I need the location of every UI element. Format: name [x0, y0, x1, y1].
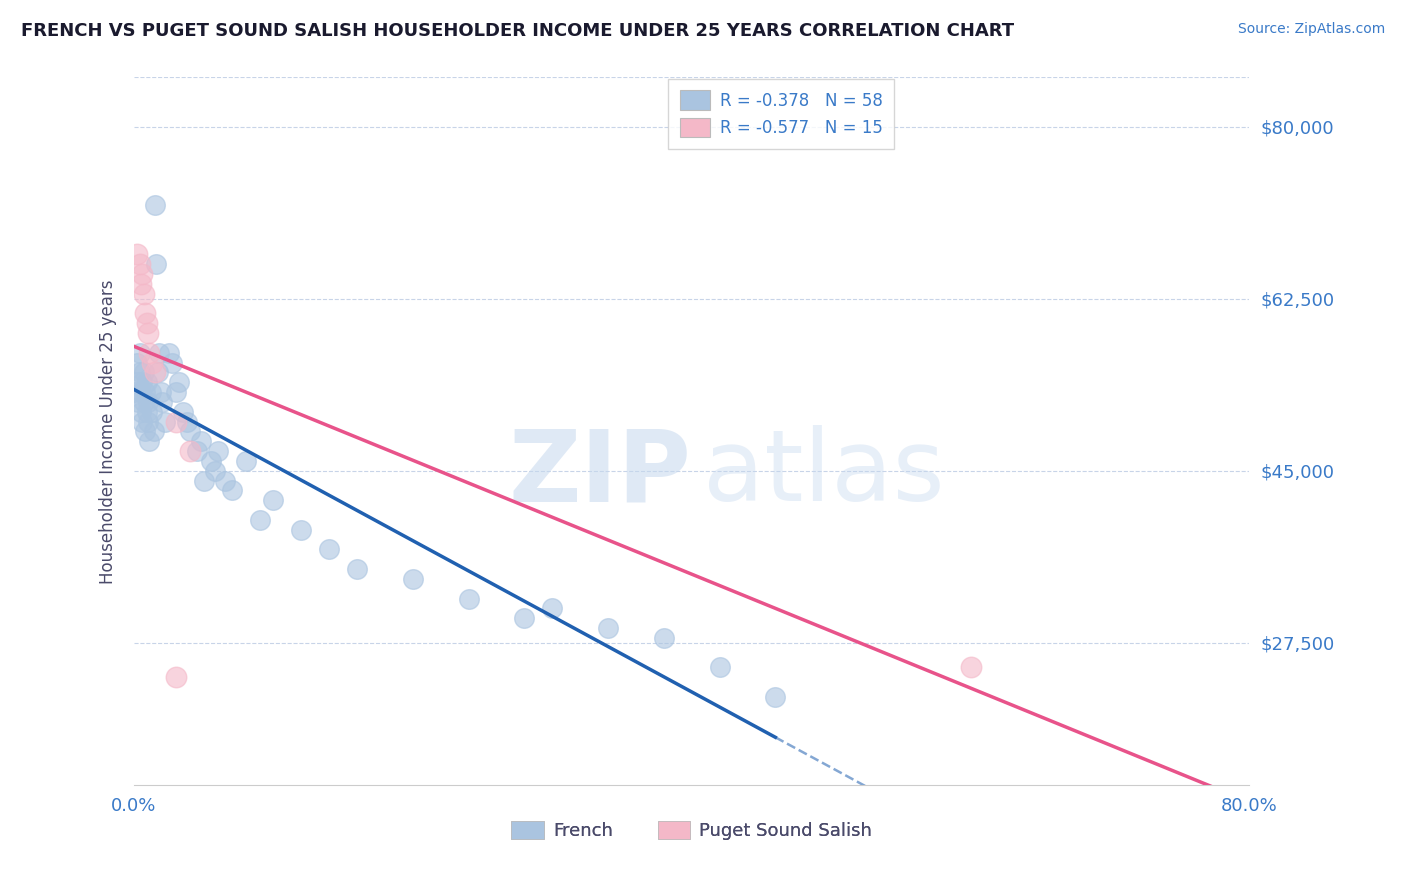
- Point: [132, 286, 155, 301]
- Point: [165, 415, 187, 429]
- Point: [141, 405, 163, 419]
- Point: [160, 356, 183, 370]
- Point: [136, 395, 159, 409]
- Point: [235, 454, 257, 468]
- Point: [763, 690, 786, 704]
- Text: atlas: atlas: [703, 425, 945, 523]
- Point: [127, 395, 149, 409]
- Point: [179, 444, 201, 458]
- Point: [132, 395, 155, 409]
- Point: [153, 415, 176, 429]
- Point: [143, 366, 166, 380]
- Point: [134, 385, 156, 400]
- Point: [207, 444, 229, 458]
- Point: [190, 434, 212, 449]
- Point: [290, 523, 312, 537]
- Point: [596, 621, 619, 635]
- Point: [127, 376, 149, 390]
- Legend: French, Puget Sound Salish: French, Puget Sound Salish: [503, 814, 879, 847]
- Point: [134, 306, 156, 320]
- Point: [136, 326, 159, 340]
- Point: [135, 376, 157, 390]
- Point: [346, 562, 368, 576]
- Text: ZIP: ZIP: [509, 425, 692, 523]
- Point: [176, 415, 198, 429]
- Point: [165, 670, 187, 684]
- Point: [135, 405, 157, 419]
- Point: [402, 572, 425, 586]
- Point: [145, 257, 167, 271]
- Point: [125, 356, 148, 370]
- Point: [541, 601, 564, 615]
- Text: FRENCH VS PUGET SOUND SALISH HOUSEHOLDER INCOME UNDER 25 YEARS CORRELATION CHART: FRENCH VS PUGET SOUND SALISH HOUSEHOLDER…: [21, 22, 1014, 40]
- Point: [959, 660, 981, 674]
- Point: [135, 316, 157, 330]
- Point: [128, 345, 150, 359]
- Point: [200, 454, 222, 468]
- Point: [128, 257, 150, 271]
- Point: [167, 376, 190, 390]
- Point: [652, 631, 675, 645]
- Point: [221, 483, 243, 498]
- Point: [262, 493, 284, 508]
- Point: [148, 345, 170, 359]
- Point: [318, 542, 340, 557]
- Point: [129, 385, 152, 400]
- Point: [129, 277, 152, 291]
- Point: [709, 660, 731, 674]
- Point: [129, 405, 152, 419]
- Point: [149, 385, 172, 400]
- Point: [146, 366, 169, 380]
- Point: [150, 395, 173, 409]
- Text: Source: ZipAtlas.com: Source: ZipAtlas.com: [1237, 22, 1385, 37]
- Point: [142, 425, 165, 439]
- Point: [193, 474, 215, 488]
- Point: [249, 513, 271, 527]
- Point: [204, 464, 226, 478]
- Point: [513, 611, 536, 625]
- Point: [165, 385, 187, 400]
- Point: [457, 591, 479, 606]
- Point: [136, 415, 159, 429]
- Point: [139, 385, 162, 400]
- Point: [138, 345, 160, 359]
- Point: [141, 356, 163, 370]
- Point: [128, 366, 150, 380]
- Point: [131, 376, 153, 390]
- Point: [134, 425, 156, 439]
- Point: [179, 425, 201, 439]
- Point: [124, 385, 146, 400]
- Point: [157, 345, 180, 359]
- Point: [172, 405, 194, 419]
- Y-axis label: Householder Income Under 25 years: Householder Income Under 25 years: [100, 279, 117, 583]
- Point: [138, 434, 160, 449]
- Point: [143, 198, 166, 212]
- Point: [131, 267, 153, 281]
- Point: [132, 366, 155, 380]
- Point: [214, 474, 236, 488]
- Point: [186, 444, 208, 458]
- Point: [131, 415, 153, 429]
- Point: [125, 247, 148, 261]
